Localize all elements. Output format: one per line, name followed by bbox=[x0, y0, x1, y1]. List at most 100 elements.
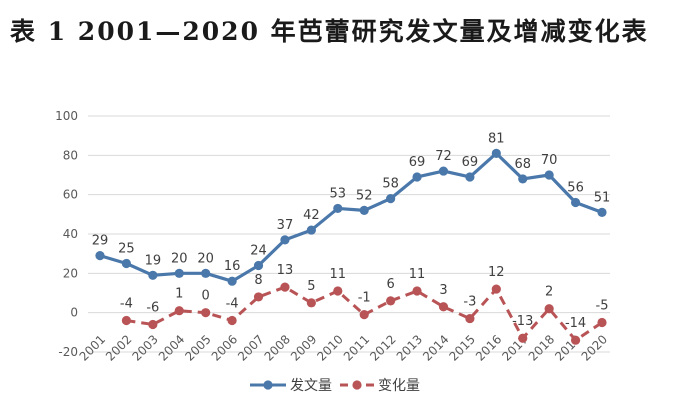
count-data-label: 37 bbox=[277, 218, 294, 233]
count-data-label: 56 bbox=[567, 181, 584, 196]
series-change-point bbox=[227, 315, 237, 326]
y-tick-label: 80 bbox=[63, 148, 78, 162]
change-data-label: -4 bbox=[226, 297, 239, 312]
series-change-point bbox=[491, 284, 501, 294]
series-change-point bbox=[121, 315, 132, 326]
count-data-label: 52 bbox=[356, 188, 373, 203]
series-change-point bbox=[570, 335, 581, 345]
series-change-point bbox=[359, 310, 369, 320]
x-tick-label: 2020 bbox=[579, 332, 610, 363]
change-data-label: 12 bbox=[488, 265, 505, 280]
series-count-point bbox=[121, 258, 132, 269]
series-change-point bbox=[438, 302, 449, 312]
change-data-label: -6 bbox=[146, 300, 159, 315]
series-count-point bbox=[386, 194, 396, 204]
count-data-label: 81 bbox=[488, 131, 505, 146]
series-change-point bbox=[412, 286, 422, 296]
y-tick-label: 60 bbox=[63, 188, 78, 202]
count-data-label: 29 bbox=[92, 234, 109, 249]
count-data-label: 72 bbox=[435, 149, 452, 164]
legend-marker-change bbox=[352, 380, 362, 390]
change-data-label: -1 bbox=[358, 291, 371, 306]
count-data-label: 19 bbox=[145, 253, 162, 268]
series-change-point bbox=[306, 298, 316, 308]
series-count-point bbox=[253, 260, 264, 271]
change-data-label: -14 bbox=[565, 316, 586, 331]
series-count-point bbox=[438, 166, 449, 176]
x-tick-label: 2016 bbox=[473, 332, 504, 363]
change-data-label: 11 bbox=[409, 267, 426, 282]
x-tick-label: 2005 bbox=[182, 332, 213, 363]
change-data-label: 3 bbox=[439, 283, 447, 298]
chart-title: 表 1 2001—2020 年芭蕾研究发文量及增减变化表 bbox=[10, 17, 649, 46]
x-tick-label: 2006 bbox=[209, 332, 240, 363]
y-tick-label: 40 bbox=[63, 227, 78, 241]
x-tick-label: 2001 bbox=[77, 332, 108, 363]
x-axis-ticks: 2001200220032004200520062007200820092010… bbox=[77, 332, 610, 363]
x-tick-label: 2008 bbox=[262, 332, 293, 363]
change-data-label: 11 bbox=[330, 267, 347, 282]
series-count-point bbox=[333, 203, 343, 214]
count-data-label: 20 bbox=[197, 251, 214, 266]
change-data-label: -5 bbox=[596, 299, 609, 314]
change-data-label: -3 bbox=[463, 295, 476, 310]
series-change-point bbox=[518, 333, 528, 343]
series-count-point bbox=[412, 172, 422, 182]
series-count bbox=[95, 148, 607, 286]
count-data-label: 68 bbox=[514, 157, 531, 172]
x-tick-label: 2014 bbox=[420, 332, 451, 363]
count-data-label: 69 bbox=[462, 155, 479, 170]
count-data-label: 16 bbox=[224, 259, 241, 274]
change-data-label: -4 bbox=[120, 297, 133, 312]
series-count-point bbox=[491, 148, 501, 158]
count-data-label: 69 bbox=[409, 155, 426, 170]
count-data-label: 42 bbox=[303, 208, 320, 223]
series-change-point bbox=[174, 306, 184, 316]
series-count-point bbox=[306, 225, 316, 235]
series-count-point bbox=[544, 170, 554, 180]
count-data-label: 58 bbox=[382, 177, 399, 192]
series-count-point bbox=[227, 276, 237, 286]
legend-label-change: 变化量 bbox=[378, 378, 420, 394]
legend: 发文量 变化量 bbox=[250, 378, 420, 394]
change-data-label: 2 bbox=[545, 285, 553, 300]
series-change-point bbox=[253, 292, 264, 302]
series-count-point bbox=[465, 172, 475, 182]
x-tick-label: 2013 bbox=[394, 332, 425, 363]
change-data-label: 13 bbox=[277, 263, 294, 278]
series-change-point bbox=[465, 313, 475, 324]
y-tick-label: 20 bbox=[63, 266, 78, 280]
change-data-label: 1 bbox=[175, 287, 183, 302]
change-data-label: 0 bbox=[202, 289, 210, 304]
x-tick-label: 2003 bbox=[129, 332, 160, 363]
series-change-point bbox=[386, 296, 396, 306]
series-count-point bbox=[359, 205, 369, 215]
change-data-label: -13 bbox=[512, 314, 533, 329]
x-tick-label: 2002 bbox=[103, 332, 134, 363]
legend-marker-count bbox=[263, 380, 273, 390]
x-tick-label: 2012 bbox=[367, 332, 398, 363]
series-change-point bbox=[280, 282, 290, 292]
change-data-label: 6 bbox=[386, 277, 394, 292]
series-count-point bbox=[597, 207, 607, 217]
series-change-point bbox=[597, 317, 607, 328]
series-count-point bbox=[570, 197, 581, 208]
y-tick-label: 100 bbox=[55, 109, 78, 123]
series-change-point bbox=[201, 308, 211, 318]
x-tick-label: 2011 bbox=[341, 332, 372, 363]
series-count-point bbox=[201, 268, 211, 278]
series-change-point bbox=[544, 304, 554, 314]
series-count-point bbox=[280, 235, 290, 245]
y-axis-ticks: 100 80 60 40 20 0 -20 bbox=[55, 109, 78, 359]
series-change-point bbox=[333, 286, 343, 296]
count-data-label: 20 bbox=[171, 251, 188, 266]
x-tick-label: 2007 bbox=[235, 332, 266, 363]
y-tick-label: -20 bbox=[58, 345, 78, 359]
x-tick-label: 2004 bbox=[156, 332, 187, 363]
count-data-label: 70 bbox=[541, 153, 558, 168]
x-tick-label: 2009 bbox=[288, 332, 319, 363]
count-data-label: 51 bbox=[594, 190, 611, 205]
